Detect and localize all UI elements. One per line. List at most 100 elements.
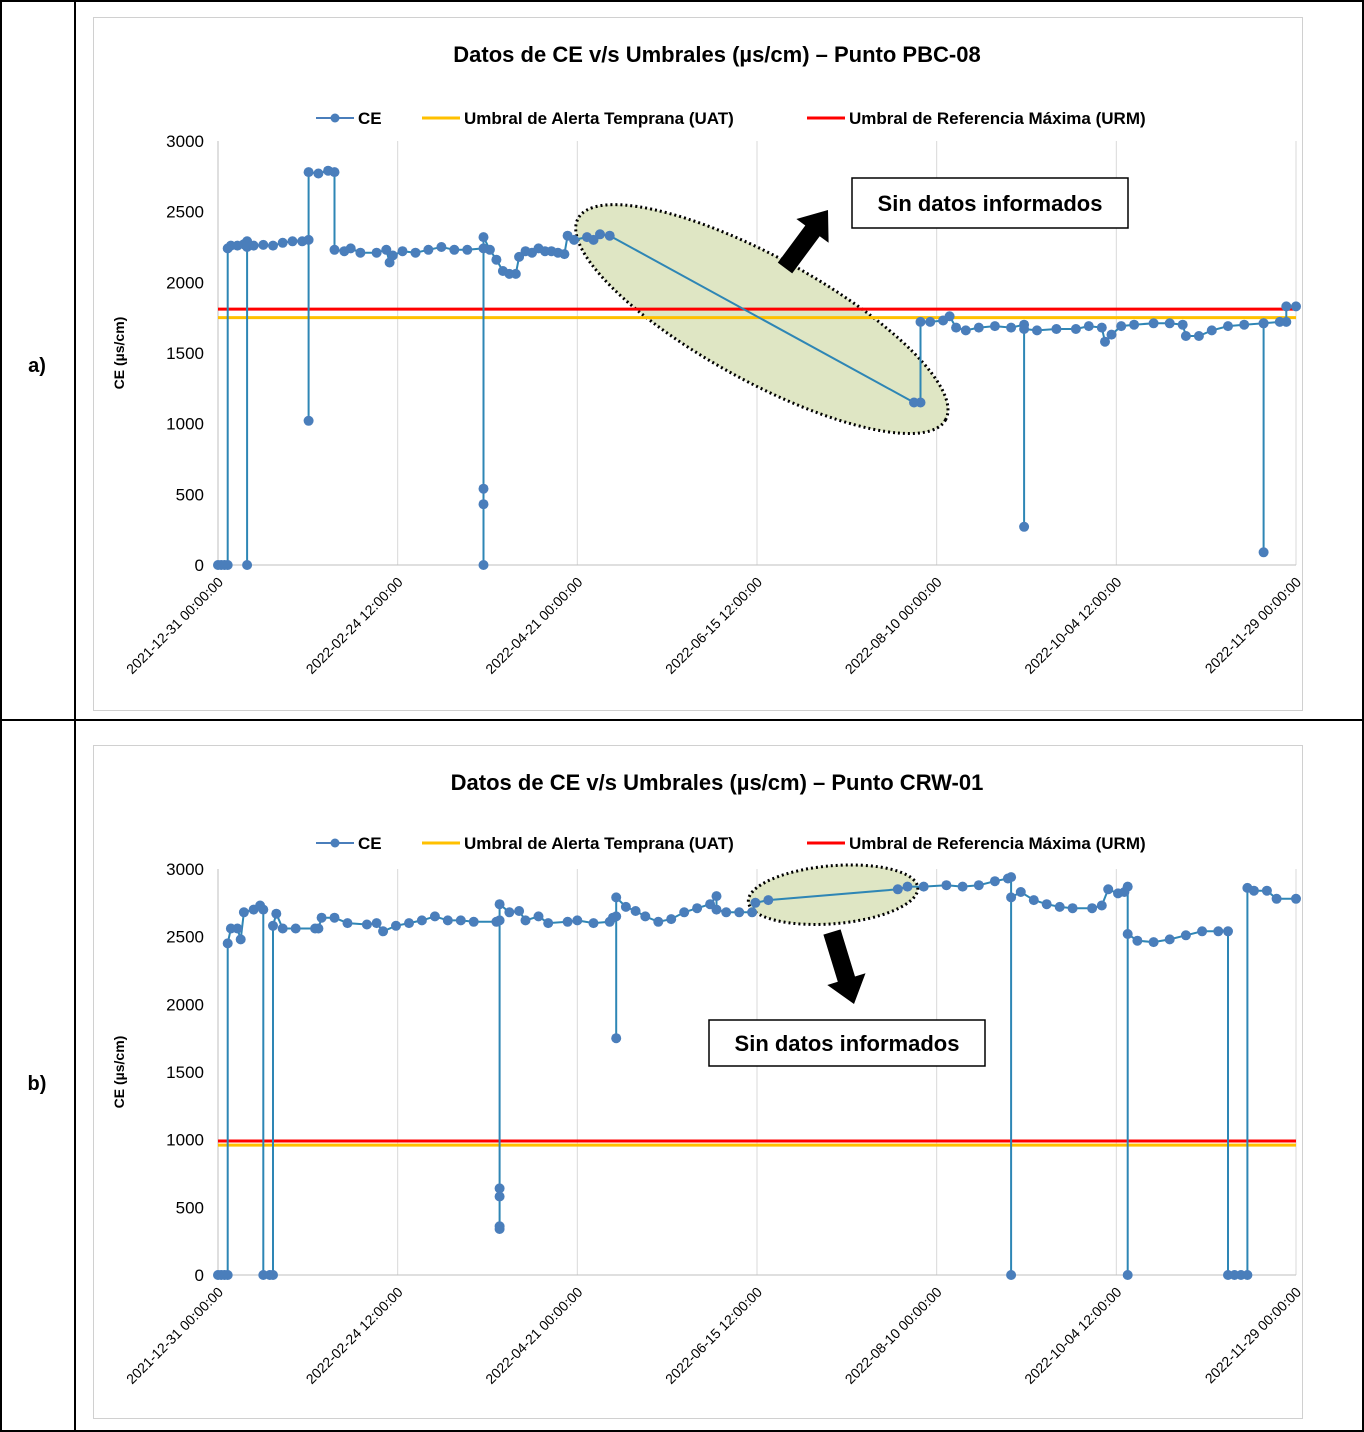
ce-point-103 <box>1242 1270 1253 1280</box>
ce-point-65 <box>734 907 745 918</box>
x-tick-label-2: 2022-04-21 00:00:00 <box>482 574 585 677</box>
legend: CE Umbral de Alerta Temprana (UAT) Umbral … <box>316 834 1146 853</box>
legend-label-0: CE <box>358 109 382 128</box>
ce-point-33 <box>423 244 434 255</box>
ce-point-57 <box>653 916 664 927</box>
ce-point-26 <box>355 247 366 258</box>
chart-title: Datos de CE v/s Umbrales (µs/cm) – Punto… <box>451 770 984 795</box>
ce-point-41 <box>504 907 515 918</box>
ce-point-68 <box>960 325 971 336</box>
ce-point-55 <box>630 906 641 916</box>
ce-point-20 <box>313 168 324 179</box>
ce-point-70 <box>989 321 1000 332</box>
y-tick-label-1: 500 <box>176 485 204 504</box>
ce-point-78 <box>1006 1270 1017 1280</box>
ce-point-62 <box>711 891 722 902</box>
ce-point-11 <box>258 904 269 915</box>
chart-title: Datos de CE v/s Umbrales (µs/cm) – Punto… <box>453 42 980 67</box>
legend-marker-0 <box>330 838 340 848</box>
ce-point-74 <box>1019 324 1030 334</box>
ce-point-24 <box>361 919 372 930</box>
table-border-left <box>0 0 2 1432</box>
ce-point-73 <box>957 881 968 892</box>
ce-point-31 <box>397 246 408 257</box>
ce-point-58 <box>666 914 677 925</box>
ce-point-62 <box>915 397 926 408</box>
y-axis-label: CE (µs/cm) <box>111 317 127 390</box>
legend-label-2: Umbral de Referencia Máxima (URM) <box>849 834 1146 853</box>
legend-label-1: Umbral de Alerta Temprana (UAT) <box>464 834 734 853</box>
ce-point-90 <box>1223 321 1233 332</box>
ce-point-17 <box>303 234 314 245</box>
ce-point-64 <box>721 907 732 918</box>
ce-point-97 <box>1281 301 1292 312</box>
ce-point-96 <box>1180 930 1191 941</box>
ce-point-54 <box>620 901 631 912</box>
table-row-divider <box>0 719 1364 721</box>
y-tick-label-0: 0 <box>195 1266 204 1285</box>
y-tick-label-6: 3000 <box>166 132 204 151</box>
ce-point-66 <box>747 907 758 918</box>
ce-point-33 <box>468 916 479 927</box>
ce-point-31 <box>442 915 453 926</box>
ce-point-39 <box>494 1224 505 1234</box>
ce-point-59 <box>679 907 690 918</box>
ce-point-13 <box>268 240 278 251</box>
ce-point-77 <box>1006 872 1017 883</box>
annotation-arrow <box>777 210 829 274</box>
ce-point-36 <box>494 1183 505 1194</box>
ce-point-83 <box>1054 901 1065 912</box>
ce-point-47 <box>572 915 583 926</box>
x-tick-label-1: 2022-02-24 12:00:00 <box>303 574 406 677</box>
ce-point-20 <box>313 923 324 934</box>
legend: CE Umbral de Alerta Temprana (UAT) Umbral … <box>316 109 1146 128</box>
chart-b-svg: Datos de CE v/s Umbrales (µs/cm) – Punto… <box>111 770 1304 1387</box>
annotation-box <box>708 1019 986 1067</box>
ce-point-35 <box>449 244 460 255</box>
ce-point-23 <box>329 244 340 255</box>
ce-point-84 <box>1067 903 1078 914</box>
ce-point-18 <box>290 923 301 934</box>
ce-point-72 <box>941 880 952 891</box>
ce-point-14 <box>277 237 288 248</box>
ce-point-17 <box>277 923 288 934</box>
ce-point-27 <box>391 920 401 931</box>
x-tick-label-0: 2021-12-31 00:00:00 <box>123 1284 226 1387</box>
ce-point-46 <box>510 268 521 279</box>
ce-point-35 <box>494 915 505 926</box>
ce-point-37 <box>494 1191 505 1202</box>
y-tick-label-4: 2000 <box>166 995 204 1014</box>
annotation-text: Sin datos informados <box>878 191 1103 216</box>
ce-point-93 <box>1258 547 1269 558</box>
ce-point-40 <box>494 899 505 910</box>
ce-point-60 <box>604 230 615 241</box>
ce-point-44 <box>533 911 544 922</box>
y-tick-label-2: 1000 <box>166 1131 204 1150</box>
ce-point-63 <box>711 904 722 915</box>
x-tick-label-4: 2022-08-10 00:00:00 <box>842 574 945 677</box>
ce-point-3 <box>222 560 233 570</box>
ce-point-30 <box>429 911 440 922</box>
ce-point-48 <box>588 918 599 929</box>
y-tick-label-2: 1000 <box>166 415 204 434</box>
table-border-right <box>1362 0 1364 1432</box>
ce-point-45 <box>543 918 554 929</box>
ce-point-32 <box>410 247 421 258</box>
ce-series-points <box>213 165 1301 570</box>
ce-point-69 <box>892 884 903 895</box>
ce-point-99 <box>1223 926 1233 937</box>
ce-point-3 <box>222 1270 233 1280</box>
y-tick-label-6: 3000 <box>166 860 204 879</box>
ce-point-34 <box>436 242 447 252</box>
ce-point-29 <box>416 915 427 926</box>
table-column-divider <box>74 0 76 1432</box>
ce-point-90 <box>1122 881 1133 892</box>
y-tick-label-5: 2500 <box>166 203 204 222</box>
ce-point-94 <box>1148 937 1159 948</box>
ce-point-22 <box>329 167 340 178</box>
ce-point-105 <box>1248 885 1259 896</box>
annotation-arrow <box>823 929 866 1004</box>
ce-point-25 <box>371 918 382 929</box>
ce-point-6 <box>232 923 243 934</box>
ce-point-75 <box>1032 325 1042 336</box>
